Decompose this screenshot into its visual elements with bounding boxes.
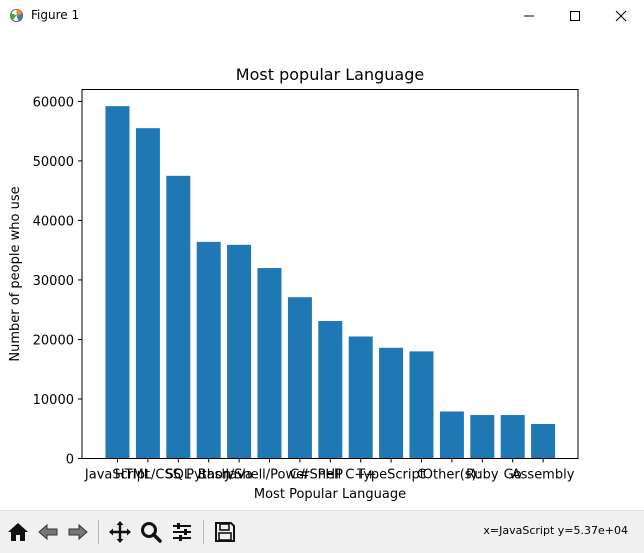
x-tick-label: C# xyxy=(290,468,310,483)
cursor-status: x=JavaScript y=5.37e+04 xyxy=(483,524,628,537)
x-tick-label: Go xyxy=(504,468,522,483)
x-tick-label: C xyxy=(417,468,426,483)
y-tick-label: 10000 xyxy=(33,393,74,408)
bar-14 xyxy=(531,423,556,459)
chart-title: Most popular Language xyxy=(236,65,424,84)
x-tick-label: HTML/CSS xyxy=(115,468,181,483)
home-icon xyxy=(8,523,28,541)
x-tick-label: C++ xyxy=(345,468,376,483)
toolbar-separator xyxy=(203,520,204,544)
pan-button[interactable] xyxy=(107,519,133,545)
bar-2 xyxy=(166,175,191,459)
minimize-icon xyxy=(524,15,534,17)
toolbar-separator xyxy=(98,520,99,544)
x-tick-label: TypeScript xyxy=(356,468,425,483)
y-tick-label: 50000 xyxy=(33,155,74,170)
navigation-toolbar: x=JavaScript y=5.37e+04 xyxy=(0,510,644,553)
x-tick-label: Assembly xyxy=(512,468,575,483)
y-tick-label: 40000 xyxy=(33,214,74,229)
bar-8 xyxy=(348,336,373,459)
bars-group xyxy=(105,106,556,459)
window-titlebar: Figure 1 xyxy=(0,0,644,32)
save-icon xyxy=(215,522,235,542)
bar-13 xyxy=(500,415,525,459)
back-button[interactable] xyxy=(35,519,61,545)
bar-9 xyxy=(379,347,404,459)
close-button[interactable] xyxy=(598,0,644,32)
x-tick-label: Other(s): xyxy=(423,468,481,483)
y-tick-label: 60000 xyxy=(33,95,74,110)
home-button[interactable] xyxy=(5,519,31,545)
bar-6 xyxy=(287,297,312,459)
zoom-button[interactable] xyxy=(138,519,164,545)
x-tick-label: Bash/Shell/PowerShell xyxy=(198,468,341,483)
bar-1 xyxy=(135,128,160,459)
bar-0 xyxy=(105,106,130,459)
back-icon xyxy=(38,523,58,541)
pan-icon xyxy=(109,521,131,543)
figure-canvas[interactable]: Most popular Language 0 10000 20000 30000 40… xyxy=(0,32,644,510)
x-axis-ticks: JavaScriptHTML/CSSSQLPythonJavaBash/Shel… xyxy=(84,458,575,483)
x-tick-label: PHP xyxy=(318,468,344,483)
configure-subplots-button[interactable] xyxy=(169,519,195,545)
x-tick-label: Java xyxy=(224,468,252,483)
bar-7 xyxy=(318,321,343,459)
bar-5 xyxy=(257,268,282,459)
y-axis-label: Number of people who use xyxy=(8,186,23,361)
app-icon xyxy=(9,8,24,23)
bar-4 xyxy=(227,244,252,459)
minimize-button[interactable] xyxy=(506,0,552,32)
window-title: Figure 1 xyxy=(31,8,80,22)
y-tick-label: 30000 xyxy=(33,274,74,289)
forward-icon xyxy=(68,523,88,541)
forward-button[interactable] xyxy=(65,519,91,545)
y-axis-ticks: 0 10000 20000 30000 40000 50000 60000 xyxy=(33,95,82,468)
maximize-button[interactable] xyxy=(552,0,598,32)
y-tick-label: 20000 xyxy=(33,333,74,348)
y-tick-label: 0 xyxy=(66,453,74,468)
x-axis-label: Most Popular Language xyxy=(254,487,406,502)
x-tick-label: JavaScript xyxy=(84,468,150,483)
bar-12 xyxy=(470,415,495,459)
maximize-icon xyxy=(570,11,580,21)
x-tick-label: Python xyxy=(186,468,231,483)
bar-11 xyxy=(439,411,464,459)
close-icon xyxy=(615,10,627,22)
x-tick-label: SQL xyxy=(165,468,191,483)
bar-3 xyxy=(196,241,221,459)
bar-10 xyxy=(409,351,434,459)
zoom-icon xyxy=(141,522,162,543)
configure-subplots-icon xyxy=(173,523,191,541)
bar-chart: Most popular Language 0 10000 20000 30000 40… xyxy=(8,65,579,502)
x-tick-label: Ruby xyxy=(466,468,499,483)
save-button[interactable] xyxy=(212,519,238,545)
